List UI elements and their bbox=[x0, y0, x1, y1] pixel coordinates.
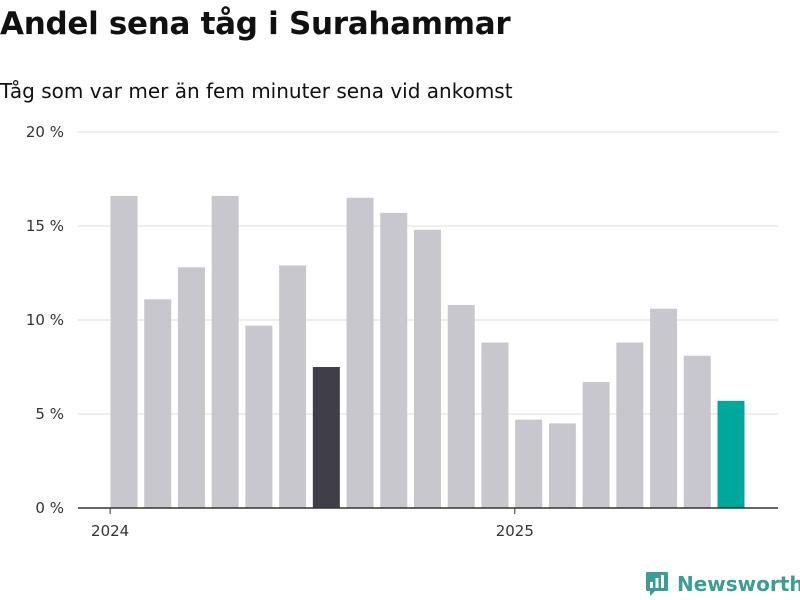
bar bbox=[312, 367, 340, 508]
bar bbox=[414, 229, 441, 508]
x-tick-label: 2024 bbox=[91, 522, 129, 540]
bar bbox=[211, 195, 239, 509]
bar bbox=[110, 195, 138, 509]
bar bbox=[481, 342, 509, 508]
bar bbox=[380, 212, 408, 508]
y-axis-ticks: 0 % 5 % 10 % 15 % 20 % bbox=[26, 123, 64, 517]
chart-title: Andel sena tåg i Surahammar bbox=[0, 6, 511, 42]
y-tick-label: 20 % bbox=[26, 123, 64, 141]
x-tick-label: 2025 bbox=[496, 522, 534, 540]
bar bbox=[245, 325, 273, 508]
y-tick-label: 5 % bbox=[35, 405, 64, 423]
bar bbox=[650, 308, 678, 508]
bar bbox=[717, 400, 745, 508]
bar bbox=[582, 382, 610, 508]
bar bbox=[616, 342, 644, 508]
bar bbox=[548, 423, 576, 508]
newsworthy-logo: Newsworthy bbox=[645, 571, 800, 597]
newsworthy-wordmark: Newsworthy bbox=[677, 572, 800, 596]
bar bbox=[144, 299, 172, 508]
y-tick-label: 10 % bbox=[26, 311, 64, 329]
x-axis: 2024 2025 bbox=[78, 507, 778, 540]
newsworthy-chart-icon bbox=[646, 572, 668, 596]
bar bbox=[279, 265, 307, 508]
bar bbox=[346, 197, 374, 509]
y-tick-label: 15 % bbox=[26, 217, 64, 235]
y-tick-label: 0 % bbox=[35, 499, 64, 517]
bar bbox=[177, 267, 205, 508]
bar bbox=[683, 355, 711, 508]
bars bbox=[110, 195, 745, 509]
chart-subtitle: Tåg som var mer än fem minuter sena vid … bbox=[0, 79, 513, 103]
bar bbox=[447, 304, 475, 508]
bar bbox=[515, 419, 543, 508]
